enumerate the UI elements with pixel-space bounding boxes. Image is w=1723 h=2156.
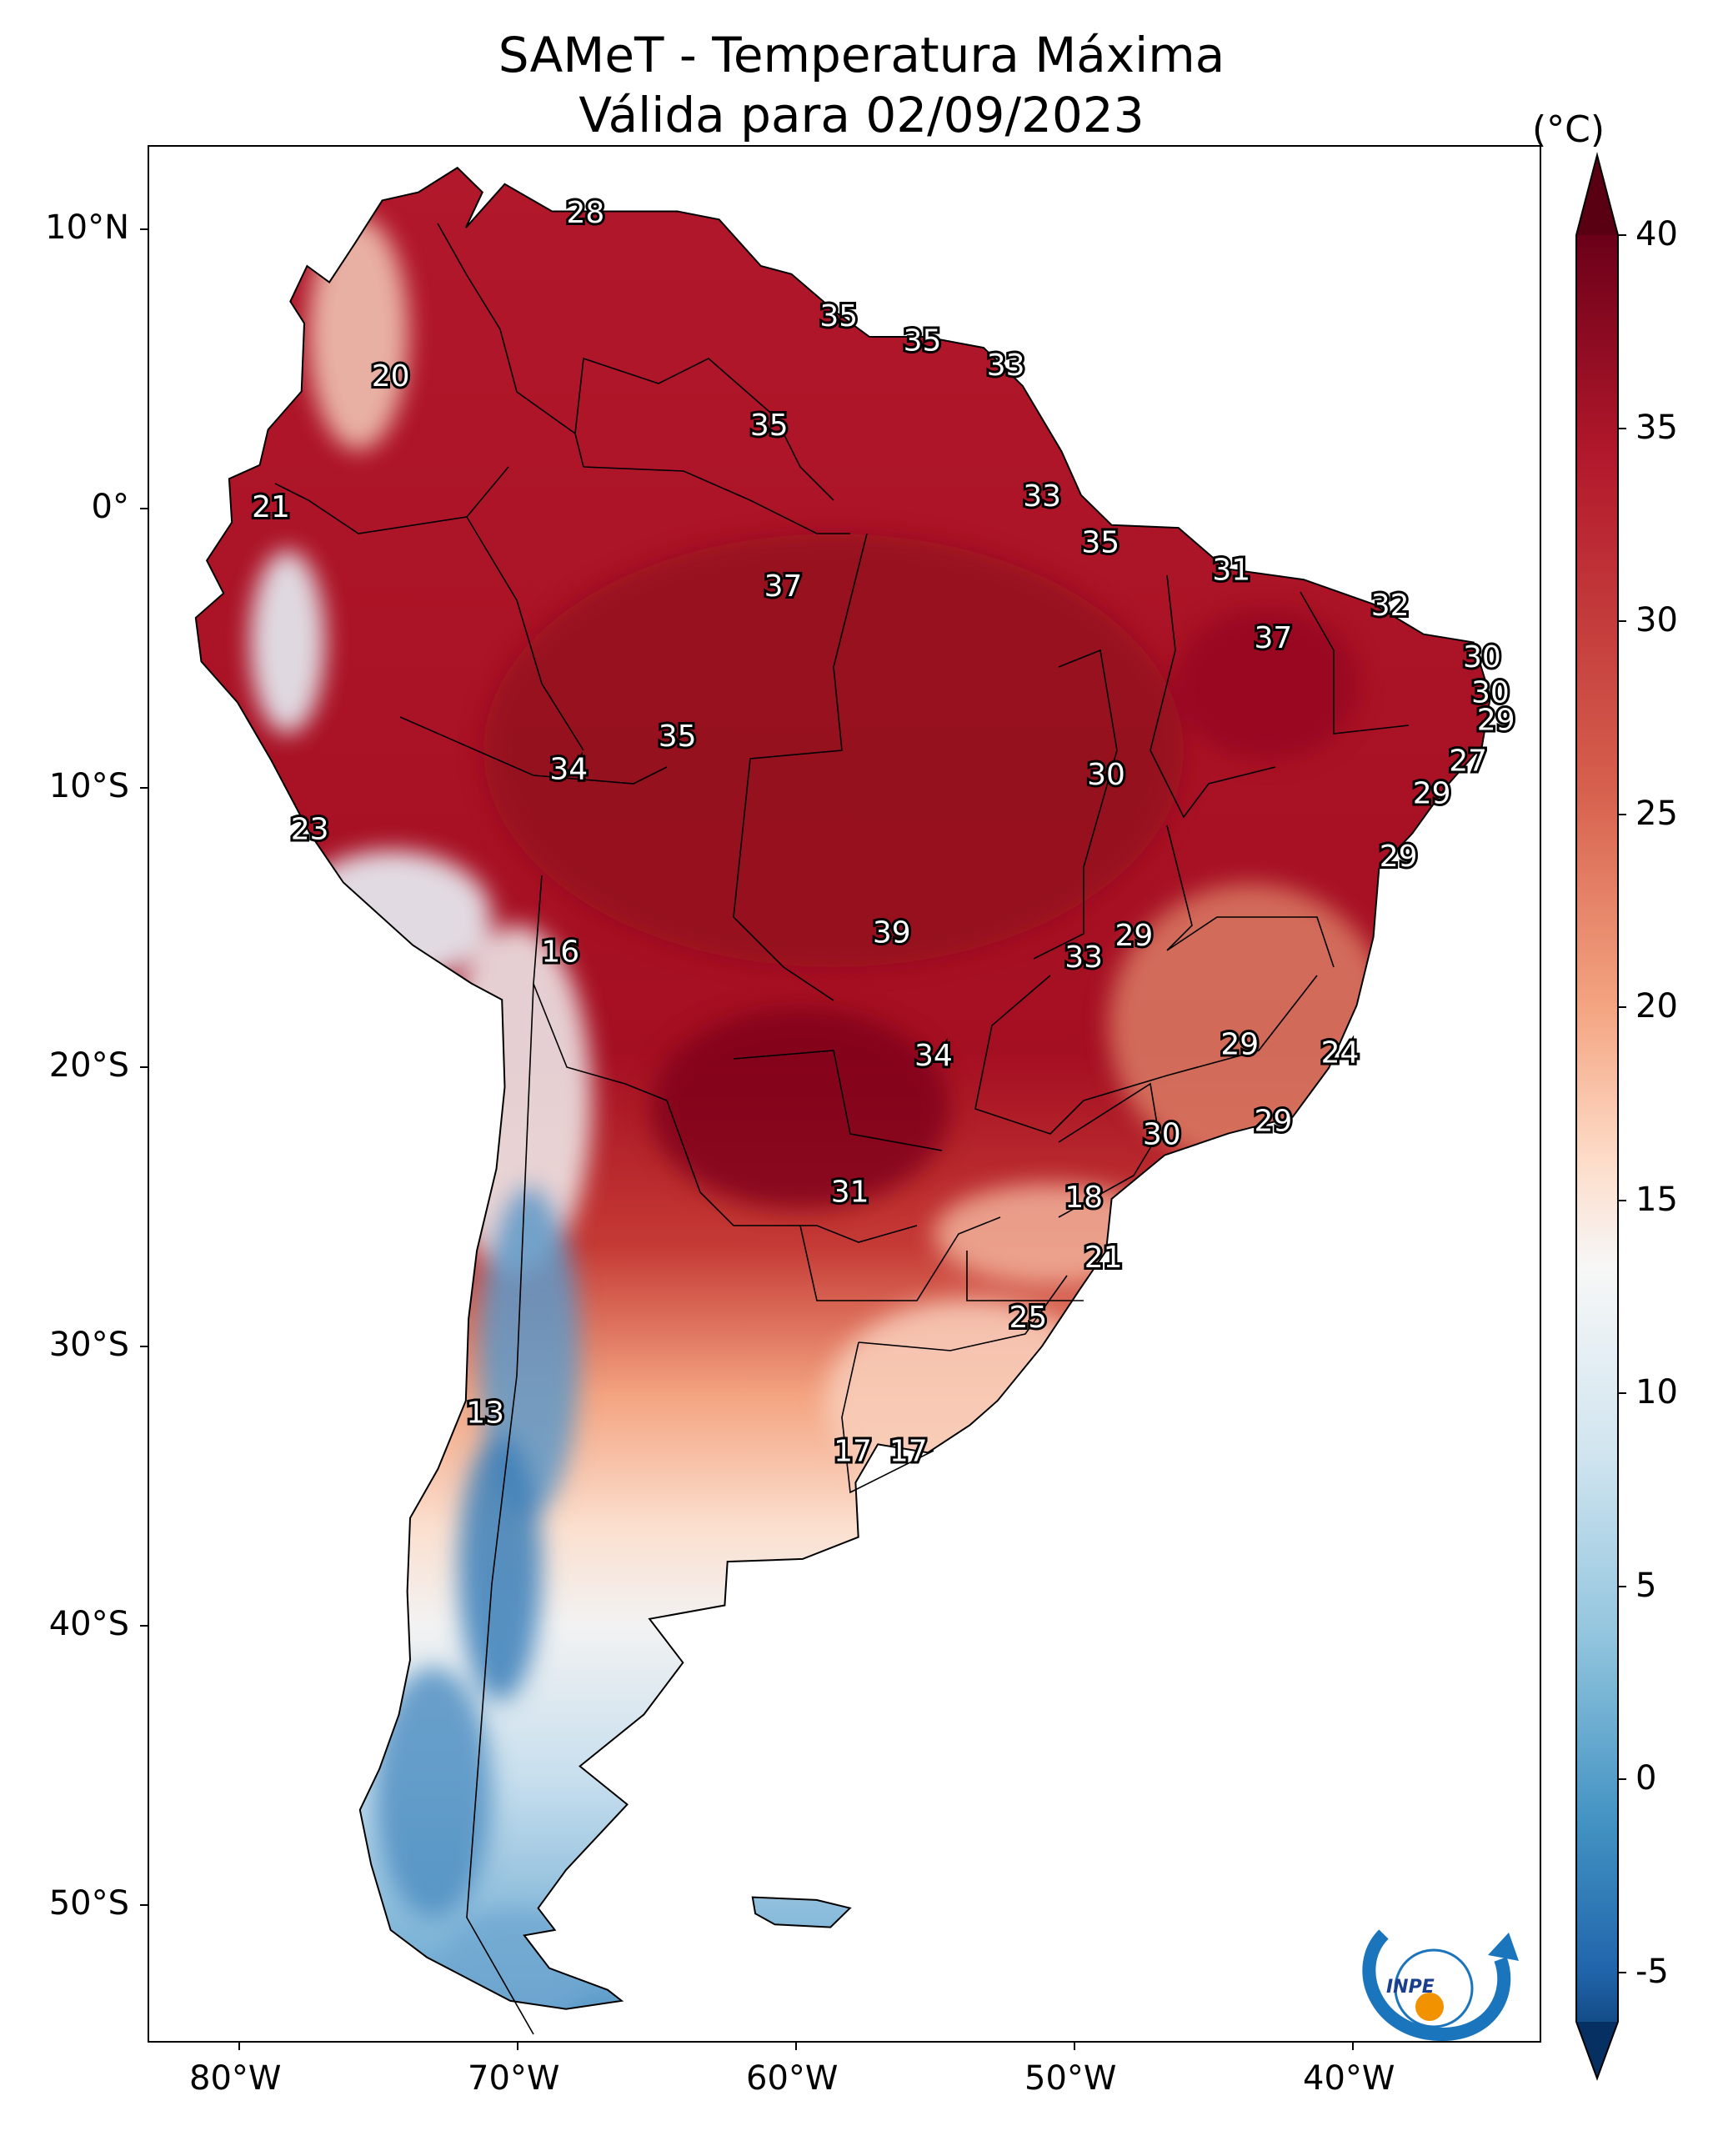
temperature-label: 29: [1254, 1104, 1292, 1138]
temperature-label: 21: [1084, 1241, 1123, 1275]
temperature-label: 30: [1143, 1118, 1181, 1152]
temperature-label: 34: [549, 752, 588, 786]
coastline: [194, 166, 1491, 2010]
title-line-2: Válida para 02/09/2023: [579, 87, 1144, 143]
temperature-label: 17: [889, 1434, 928, 1468]
temperature-label: 30: [1087, 758, 1125, 792]
temperature-label: 30: [1463, 640, 1501, 674]
temperature-label: 35: [819, 299, 858, 333]
temperature-label: 35: [1081, 526, 1119, 560]
temperature-label: 29: [1220, 1028, 1259, 1062]
inpe-logo-text: INPE: [1386, 1977, 1435, 1998]
temperature-label: 31: [831, 1175, 869, 1209]
lat-tick-label: 40°S: [48, 1605, 129, 1643]
temperature-label: 35: [904, 324, 942, 358]
temperature-label: 16: [541, 935, 579, 970]
temperature-label: 25: [1009, 1301, 1047, 1335]
temperature-label: 35: [659, 720, 697, 754]
temperature-label: 39: [873, 916, 911, 950]
title-line-1: SAMeT - Temperatura Máxima: [498, 27, 1225, 83]
temperature-label: 21: [252, 490, 290, 524]
colorbar-tick-label: 0: [1635, 1759, 1657, 1798]
lat-tick-label: 10°S: [48, 767, 129, 805]
temperature-label: 31: [1212, 553, 1250, 587]
temperature-label: 28: [566, 196, 604, 230]
temperature-label: 37: [764, 569, 803, 604]
lon-tick-label: 40°W: [1303, 2059, 1395, 2098]
colorbar-tick-label: 25: [1635, 795, 1678, 833]
temperature-label: 17: [834, 1434, 872, 1468]
inpe-logo: INPE: [1362, 1929, 1519, 2042]
colorbar-tick-label: 30: [1635, 601, 1678, 639]
colorbar-ticks: [1618, 234, 1626, 1973]
lon-tick-label: 70°W: [468, 2059, 560, 2098]
colorbar-tick-label: 5: [1635, 1567, 1657, 1605]
country-borders: [274, 223, 1410, 2035]
temperature-label: 32: [1371, 589, 1410, 623]
colorbar-tick-label: 20: [1635, 987, 1678, 1025]
lon-tick-label: 60°W: [746, 2059, 839, 2098]
temperature-label: 24: [1321, 1036, 1360, 1070]
temperature-label: 18: [1064, 1181, 1103, 1215]
temperature-label: 33: [987, 348, 1025, 383]
temperature-label: 29: [1114, 919, 1153, 953]
lat-tick-label: 10°N: [45, 208, 129, 247]
temperature-label: 20: [372, 359, 410, 394]
temperature-label: 35: [750, 409, 789, 443]
temperature-label: 33: [1023, 479, 1061, 514]
colorbar-tick-label: 15: [1635, 1181, 1678, 1219]
colorbar-unit: (°C): [1532, 108, 1605, 151]
lon-tick-label: 80°W: [189, 2059, 282, 2098]
colorbar-tick-label: 40: [1635, 215, 1678, 253]
colorbar-tick-label: -5: [1635, 1953, 1669, 1991]
temperature-label: 29: [1413, 777, 1451, 811]
temperature-label: 13: [466, 1396, 504, 1431]
temperature-label: 30: [1471, 676, 1510, 710]
lat-tick-label: 30°S: [48, 1326, 129, 1364]
map-title: SAMeT - Temperatura Máxima Válida para 0…: [0, 25, 1723, 145]
lat-tick-label: 0°: [91, 488, 129, 526]
temperature-label: 27: [1449, 745, 1487, 779]
temperature-label: 29: [1380, 840, 1418, 874]
temperature-label: 34: [914, 1039, 953, 1073]
colorbar-tick-label: 35: [1635, 409, 1678, 447]
temperature-label: 33: [1064, 940, 1103, 975]
temperature-label: 29: [1477, 703, 1515, 737]
lat-tick-label: 50°S: [48, 1884, 129, 1923]
temperature-label: 37: [1254, 621, 1292, 655]
lat-tick-label: 20°S: [48, 1046, 129, 1085]
lon-tick-label: 50°W: [1024, 2059, 1117, 2098]
colorbar: [1575, 152, 1626, 2081]
temperature-label: 23: [291, 812, 329, 846]
axis-tick-marks: [140, 228, 1354, 2050]
colorbar-tick-label: 10: [1635, 1373, 1678, 1411]
